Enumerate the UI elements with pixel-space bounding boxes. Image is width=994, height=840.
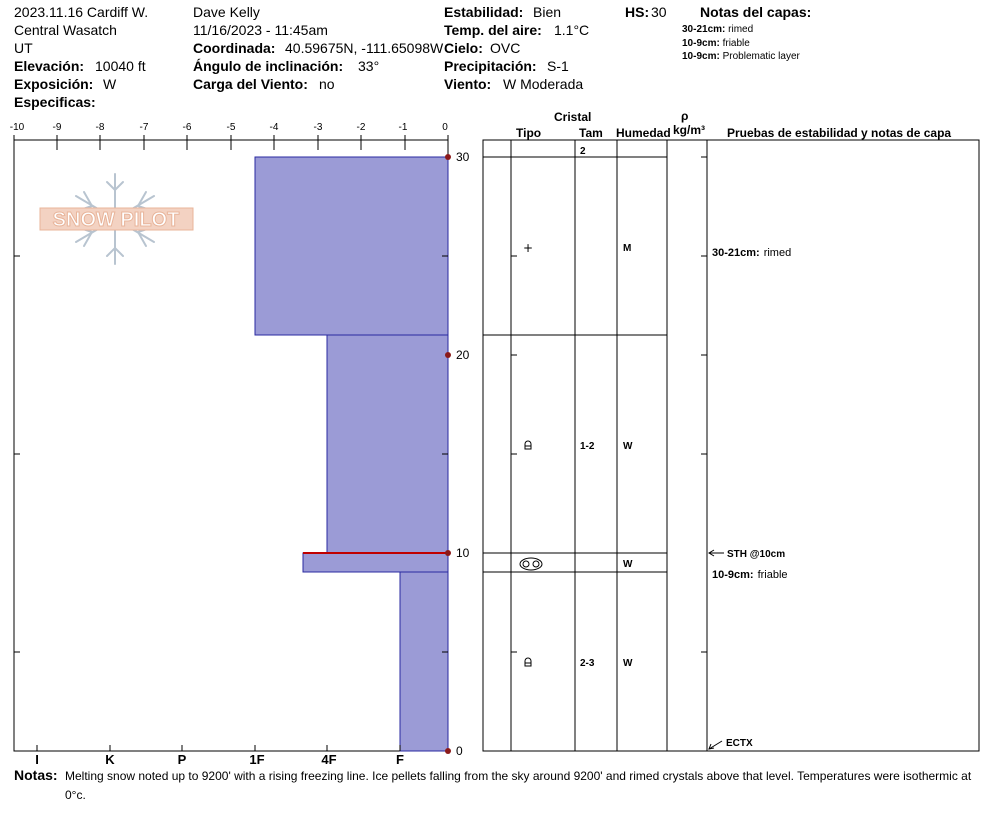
stability-test: STH @10cm — [727, 549, 785, 560]
layer-bar — [399, 571, 449, 752]
observation-datetime: 11/16/2023 - 11:45am — [193, 22, 328, 38]
hardness-profile — [254, 156, 449, 752]
layer-comment: 30-21cm: rimed — [712, 247, 791, 259]
layer-bar — [302, 552, 449, 573]
col-header-tipo: Tipo — [516, 126, 541, 140]
slope-value: 33° — [358, 58, 380, 74]
layer-note-row: 30-21cm: rimed — [682, 24, 754, 35]
hardness-tick-label: K — [105, 752, 115, 767]
col-header-density: kg/m³ — [673, 123, 705, 137]
temp-tick-label: -3 — [314, 122, 323, 133]
melt-form-icon — [524, 440, 532, 450]
layer-bar — [254, 156, 449, 336]
stability-label: Estabilidad: — [444, 4, 524, 20]
temp-tick-label: 0 — [442, 122, 448, 133]
layer-table — [482, 139, 980, 752]
observer-name: Dave Kelly — [193, 4, 260, 20]
depth-tick-label: 0 — [456, 744, 463, 758]
plus-grain-icon: + — [523, 241, 533, 255]
layer-note-row: 10-9cm: friable — [682, 38, 750, 49]
elevation-value: 10040 ft — [95, 58, 146, 74]
test-arrows — [708, 549, 724, 750]
pit-title: 2023.11.16 Cardiff W. — [14, 4, 149, 20]
snowpilot-logo: SNOW PILOT — [39, 173, 194, 265]
elevation-label: Elevación: — [14, 58, 85, 74]
hardness-tick-label: P — [178, 752, 187, 767]
layer-note-row: 10-9cm: Problematic layer — [682, 51, 800, 62]
depth-axis — [14, 255, 448, 653]
temp-tick-label: -7 — [140, 122, 149, 133]
coordinate-label: Coordinada: — [193, 40, 276, 56]
layer-wetness: M — [623, 243, 631, 254]
wind-label: Viento: — [444, 76, 492, 92]
depth-tick-label: 30 — [456, 150, 470, 164]
col-header-tests: Pruebas de estabilidad y notas de capa — [727, 126, 951, 140]
precip-label: Precipitación: — [444, 58, 537, 74]
layer-wetness: W — [623, 559, 633, 570]
sky-value: OVC — [490, 40, 521, 56]
logo-text: SNOW PILOT — [53, 209, 180, 231]
temp-tick-label: -1 — [399, 122, 408, 133]
hardness-tick-label: F — [396, 752, 404, 767]
notes-label: Notas: — [14, 767, 58, 783]
col-header-tam: Tam — [579, 126, 603, 140]
temp-tick-label: -9 — [53, 122, 62, 133]
layer-wetness: W — [623, 441, 633, 452]
air-temp-label: Temp. del aire: — [444, 22, 542, 38]
temp-tick-label: -2 — [357, 122, 366, 133]
hardness-tick-label: I — [35, 752, 39, 767]
precip-value: S-1 — [547, 58, 569, 74]
wind-value: W Moderada — [503, 76, 584, 92]
layer-bar — [326, 334, 449, 554]
layer-size: 2 — [580, 146, 586, 157]
hardness-axis — [36, 745, 401, 751]
temp-tick-label: -8 — [96, 122, 105, 133]
stability-test: ECTX — [726, 738, 753, 749]
layer-comment: 10-9cm: friable — [712, 569, 788, 581]
temp-tick-label: -6 — [183, 122, 192, 133]
hardness-tick-label: 4F — [321, 752, 336, 767]
depth-tick-label: 10 — [456, 546, 470, 560]
col-header-humedad: Humedad — [616, 126, 671, 140]
state-name: UT — [14, 40, 33, 56]
notes-text: Melting snow noted up to 9200' with a ri… — [65, 769, 972, 802]
depth-markers — [445, 154, 451, 754]
exposure-label: Exposición: — [14, 76, 94, 92]
hs-label: HS: — [625, 4, 650, 20]
temp-tick-label: -5 — [227, 122, 236, 133]
specifics-label: Especificas: — [14, 94, 96, 110]
stability-value: Bien — [533, 4, 562, 20]
temp-tick-label: -10 — [10, 122, 25, 133]
range-name: Central Wasatch — [14, 22, 117, 38]
temperature-axis — [13, 135, 449, 157]
sky-label: Cielo: — [444, 40, 485, 56]
air-temp-value: 1.1°C — [554, 22, 590, 38]
notes-section: Notas: Melting snow noted up to 9200' wi… — [14, 766, 989, 802]
temp-tick-label: -4 — [270, 122, 279, 133]
hs-value: 30 — [651, 4, 667, 20]
melt-freeze-icon — [519, 557, 543, 571]
layer-size: 2-3 — [580, 658, 595, 669]
depth-tick-label: 20 — [456, 348, 470, 362]
layer-notes-title: Notas del capas: — [700, 4, 812, 20]
wind-load-label: Carga del Viento: — [193, 76, 308, 92]
hardness-tick-label: 1F — [249, 752, 264, 767]
wind-load-value: no — [319, 76, 335, 92]
layer-size: 1-2 — [580, 441, 595, 452]
melt-form-icon — [524, 657, 532, 667]
col-header-rho: ρ — [681, 109, 688, 123]
slope-label: Ángulo de inclinación: — [193, 58, 344, 74]
coordinate-value: 40.59675N, -111.65098W — [285, 40, 444, 56]
col-header-cristal: Cristal — [554, 110, 591, 124]
exposure-value: W — [103, 76, 117, 92]
grain-icons — [519, 440, 543, 667]
layer-wetness: W — [623, 658, 633, 669]
